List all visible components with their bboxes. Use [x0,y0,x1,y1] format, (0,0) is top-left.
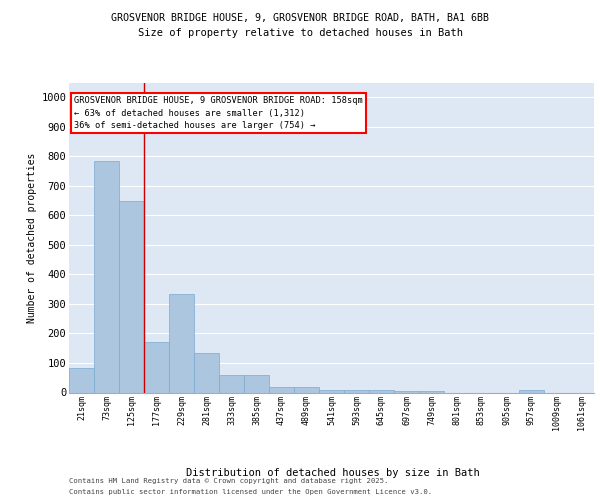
Bar [294,387,319,392]
Text: GROSVENOR BRIDGE HOUSE, 9, GROSVENOR BRIDGE ROAD, BATH, BA1 6BB: GROSVENOR BRIDGE HOUSE, 9, GROSVENOR BRI… [111,12,489,22]
Bar [69,368,94,392]
Y-axis label: Number of detached properties: Number of detached properties [27,152,37,322]
Bar [319,390,344,392]
Bar [344,390,369,392]
Bar [244,375,269,392]
Bar [519,390,544,392]
Text: Contains HM Land Registry data © Crown copyright and database right 2025.: Contains HM Land Registry data © Crown c… [69,478,388,484]
Text: GROSVENOR BRIDGE HOUSE, 9 GROSVENOR BRIDGE ROAD: 158sqm
← 63% of detached houses: GROSVENOR BRIDGE HOUSE, 9 GROSVENOR BRID… [74,96,363,130]
Bar [219,375,244,392]
Bar [269,386,294,392]
Bar [369,390,394,392]
Bar [169,294,194,392]
Text: Contains public sector information licensed under the Open Government Licence v3: Contains public sector information licen… [69,489,432,495]
Bar [194,353,219,393]
Bar [94,162,119,392]
Bar [394,391,419,392]
Bar [144,342,169,392]
Bar [419,391,444,392]
Text: Distribution of detached houses by size in Bath: Distribution of detached houses by size … [186,468,480,477]
Text: Size of property relative to detached houses in Bath: Size of property relative to detached ho… [137,28,463,38]
Bar [119,201,144,392]
